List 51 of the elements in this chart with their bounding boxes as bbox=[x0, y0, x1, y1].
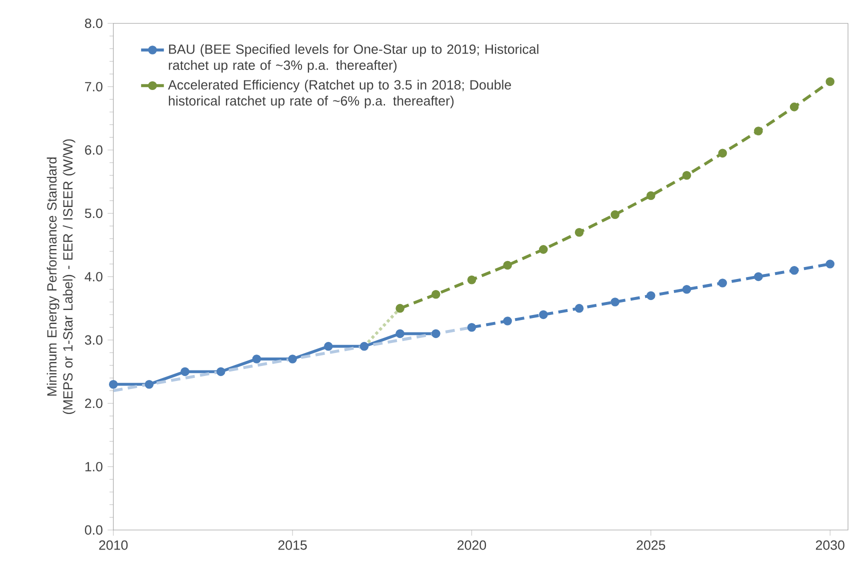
point bbox=[538, 310, 548, 320]
point bbox=[324, 342, 333, 351]
legend-label: BAU (BEE Specified levels for One-Star up to 2019; Historical ratchet up rate of ~3% p.a. thereafter) bbox=[168, 44, 538, 73]
y-tick-label: 6.0 bbox=[85, 145, 102, 155]
point bbox=[790, 266, 799, 275]
point bbox=[682, 170, 692, 180]
point bbox=[431, 290, 440, 299]
y-tick-label: 2.0 bbox=[85, 398, 102, 408]
point bbox=[754, 272, 763, 282]
point bbox=[467, 322, 476, 332]
x-tick-label: 2025 bbox=[636, 540, 666, 550]
x-tick-label: 2015 bbox=[278, 540, 307, 550]
y-tick-label: 3.0 bbox=[84, 335, 102, 345]
point bbox=[754, 126, 763, 136]
point bbox=[574, 228, 584, 237]
point bbox=[646, 291, 656, 300]
point bbox=[718, 148, 727, 158]
point bbox=[431, 329, 440, 338]
point bbox=[538, 245, 548, 254]
point bbox=[288, 354, 297, 364]
point bbox=[396, 304, 404, 313]
point bbox=[826, 77, 834, 86]
point bbox=[826, 260, 834, 268]
y-axis-title: Minimum Energy Performance Standard (MEPS or 1-Star Label) - EER / ISEER (W/W) bbox=[46, 139, 76, 414]
y-tick-label: 1.0 bbox=[85, 462, 102, 472]
point bbox=[360, 342, 369, 351]
point bbox=[144, 380, 154, 389]
point bbox=[503, 260, 512, 270]
legend-label: Accelerated Efficiency (Ratchet up to 3.5 in 2018; Double historical ratchet up rate of ~6% p.a. thereafter) bbox=[168, 80, 511, 108]
point bbox=[646, 191, 656, 200]
point bbox=[682, 284, 692, 294]
point bbox=[790, 102, 799, 112]
x-tick-label: 2030 bbox=[816, 540, 844, 550]
y-tick-label: 8.0 bbox=[84, 18, 102, 28]
point bbox=[467, 275, 476, 284]
point bbox=[396, 329, 404, 338]
x-tick-label: 2010 bbox=[99, 540, 128, 550]
point bbox=[503, 316, 512, 326]
x-tick-label: 2020 bbox=[458, 540, 486, 550]
y-tick-label: 7.0 bbox=[85, 82, 102, 92]
y-tick-label: 5.0 bbox=[84, 208, 102, 218]
point bbox=[252, 354, 262, 364]
point bbox=[574, 304, 584, 313]
point bbox=[718, 278, 727, 288]
point bbox=[216, 367, 226, 376]
point bbox=[108, 380, 118, 389]
point bbox=[610, 298, 620, 306]
point bbox=[610, 210, 620, 220]
y-tick-label: 4.0 bbox=[84, 272, 102, 282]
y-tick-label: 0.0 bbox=[84, 525, 102, 535]
point bbox=[180, 367, 190, 376]
